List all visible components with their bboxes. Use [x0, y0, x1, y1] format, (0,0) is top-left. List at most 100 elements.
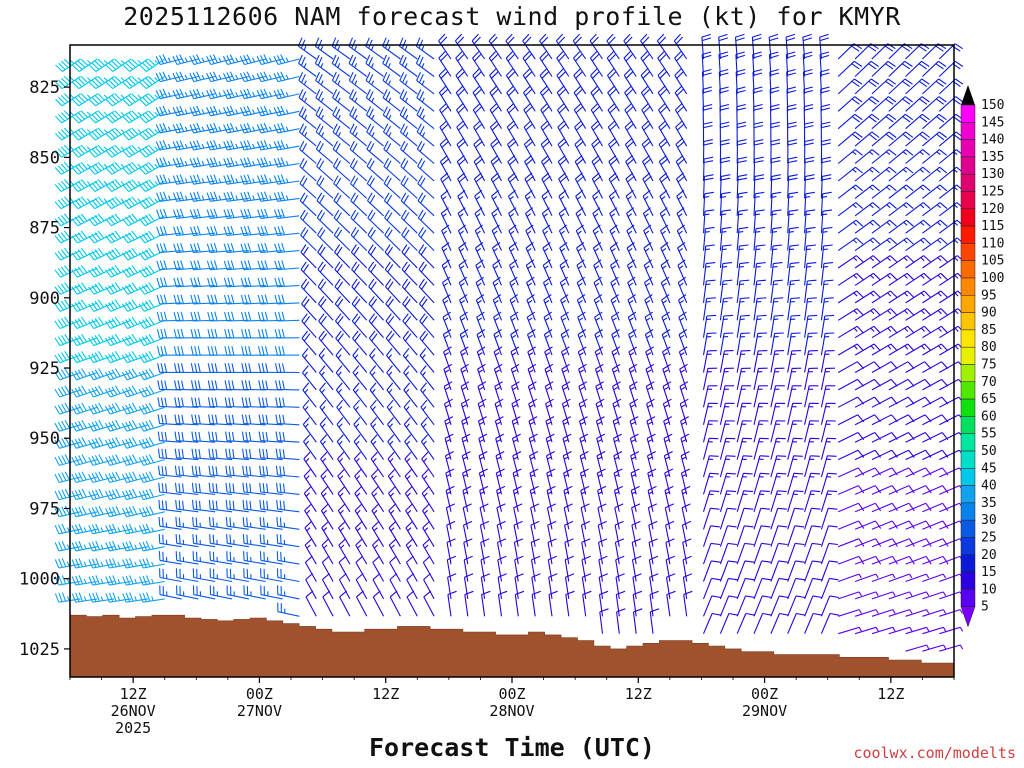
wind-barb — [475, 294, 486, 321]
wind-barb — [455, 85, 469, 112]
wind-barb — [922, 343, 949, 356]
wind-barb — [646, 433, 656, 460]
wind-barb — [105, 247, 132, 261]
wind-barb — [677, 276, 688, 304]
wind-barb — [598, 573, 609, 599]
wind-barb — [736, 612, 756, 634]
wind-barb — [303, 469, 317, 495]
wind-barb — [770, 402, 786, 425]
wind-barb — [624, 103, 637, 129]
wind-barb — [753, 226, 766, 251]
wind-barb — [474, 207, 486, 234]
wind-barb — [191, 431, 216, 443]
wind-barb — [301, 330, 317, 356]
wind-barb — [192, 534, 216, 548]
wind-barb — [273, 54, 300, 66]
wind-barb — [922, 78, 947, 95]
wind-barb — [88, 110, 115, 124]
wind-barb — [156, 208, 182, 219]
wind-barb — [577, 311, 587, 338]
wind-barb — [318, 330, 334, 356]
wind-barb — [122, 127, 149, 141]
wind-barb — [702, 525, 720, 547]
wind-barb — [624, 137, 637, 164]
wind-barb — [677, 294, 688, 321]
wind-barb — [559, 276, 570, 304]
wind-barb — [510, 329, 519, 356]
wind-barb — [275, 380, 300, 391]
wind-barb — [105, 58, 132, 72]
wind-barb — [401, 244, 418, 269]
wind-barb — [888, 591, 913, 600]
colorbar: 1501451401351301251201151101051009590858… — [960, 85, 1004, 628]
wind-barb — [596, 451, 606, 478]
wind-barb — [674, 85, 688, 112]
wind-barb — [365, 89, 384, 112]
wind-barb — [505, 33, 519, 60]
wind-barb — [514, 555, 524, 582]
wind-barb — [422, 503, 435, 530]
wind-barb — [317, 244, 334, 269]
wind-barb — [871, 202, 897, 217]
wind-barb — [871, 485, 898, 495]
wind-barb — [736, 121, 747, 147]
wind-barb — [648, 520, 658, 547]
wind-barb — [753, 121, 764, 147]
wind-barb — [753, 314, 767, 338]
wind-barb — [88, 265, 115, 278]
wind-barb — [905, 149, 931, 164]
wind-barb — [592, 242, 604, 269]
wind-barb — [736, 385, 752, 408]
wind-barb — [719, 244, 732, 269]
wind-barb — [511, 416, 521, 443]
wind-barb — [574, 120, 587, 147]
wind-barb — [322, 590, 334, 617]
wind-barb — [646, 416, 656, 443]
wind-barb — [172, 191, 199, 202]
wind-barb — [383, 158, 401, 182]
wind-barb — [804, 332, 818, 356]
wind-barb — [497, 590, 508, 617]
wind-barb — [403, 417, 418, 443]
wind-barb — [368, 278, 385, 304]
wind-barb — [122, 558, 148, 569]
wind-barb — [206, 191, 233, 202]
wind-barb — [753, 174, 765, 199]
wind-barb — [804, 595, 822, 617]
wind-barb — [366, 140, 384, 164]
wind-barb — [260, 568, 283, 583]
wind-barb — [753, 209, 765, 234]
wind-barb — [464, 590, 474, 617]
wind-barb — [576, 242, 587, 269]
y-tick-label: 1025 — [19, 640, 60, 660]
wind-barb — [386, 347, 401, 373]
colorbar-label: 140 — [981, 133, 1004, 148]
wind-barb — [787, 525, 805, 547]
wind-barb — [439, 120, 452, 147]
wind-barb — [240, 243, 266, 254]
wind-barb — [274, 225, 300, 237]
wind-barb — [578, 363, 587, 391]
wind-barb — [623, 33, 637, 60]
wind-barb — [702, 455, 719, 478]
wind-barb — [770, 507, 787, 530]
colorbar-bottom-arrow — [960, 606, 976, 628]
wind-barb — [522, 68, 536, 95]
wind-barb — [121, 230, 149, 244]
wind-barb — [871, 184, 897, 199]
wind-barb — [854, 361, 881, 373]
wind-barb — [300, 261, 317, 286]
wind-barb — [577, 346, 587, 373]
wind-barb — [837, 432, 865, 443]
wind-barb — [54, 161, 81, 175]
wind-barb — [888, 184, 914, 199]
wind-barb — [871, 538, 898, 548]
wind-barb — [441, 224, 452, 251]
wind-barb — [226, 568, 250, 583]
wind-barb — [854, 255, 881, 269]
wind-barb — [404, 469, 418, 495]
wind-barb — [496, 538, 507, 565]
wind-barb — [787, 472, 804, 495]
wind-barb — [736, 314, 750, 338]
wind-barb — [256, 71, 283, 83]
